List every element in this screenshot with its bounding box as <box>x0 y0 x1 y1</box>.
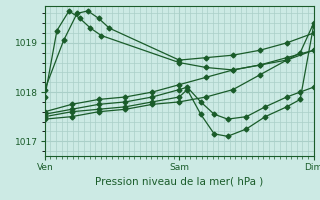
X-axis label: Pression niveau de la mer( hPa ): Pression niveau de la mer( hPa ) <box>95 176 263 186</box>
